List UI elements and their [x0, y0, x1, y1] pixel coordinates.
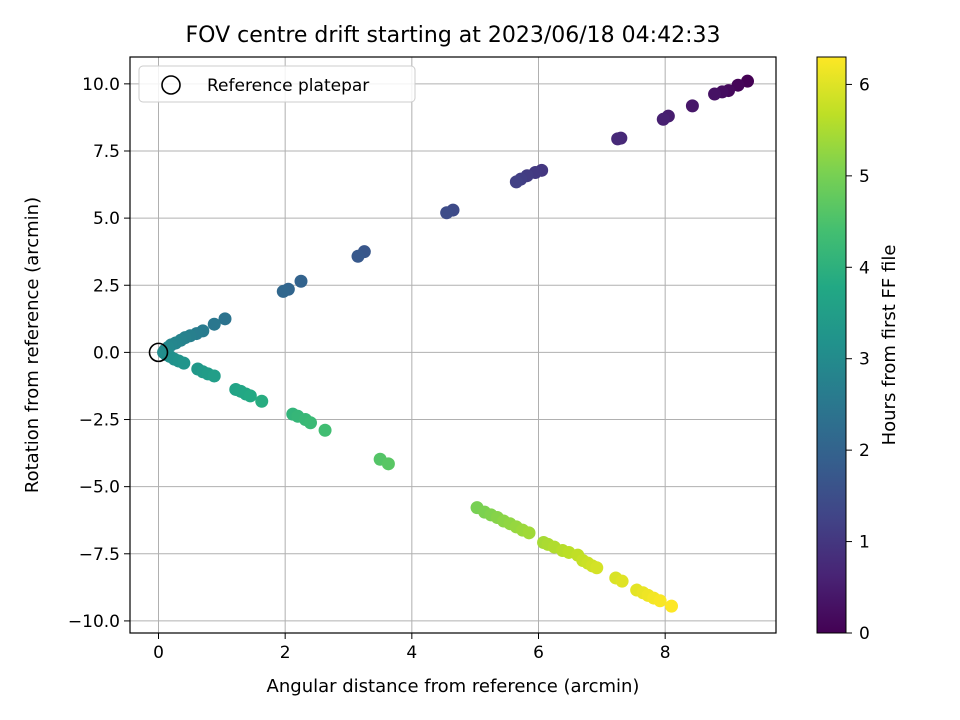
x-tick-label: 6 — [533, 643, 544, 663]
data-point — [522, 526, 536, 540]
grid-lines — [130, 57, 776, 633]
data-point — [255, 394, 269, 408]
data-point — [207, 369, 221, 383]
data-points — [157, 74, 754, 613]
data-point — [590, 561, 604, 575]
colorbar-tick-label: 0 — [859, 624, 870, 644]
data-point — [207, 317, 221, 331]
y-axis-ticks: −10.0 −7.5 −5.0 −2.5 0.0 2.5 5.0 7.5 10.0 — [68, 75, 130, 632]
y-tick-label: −2.5 — [79, 411, 120, 431]
data-point — [708, 87, 722, 101]
data-point — [440, 206, 454, 220]
x-tick-label: 8 — [660, 643, 671, 663]
y-tick-label: −5.0 — [79, 478, 120, 498]
colorbar — [816, 56, 847, 634]
y-tick-label: 2.5 — [93, 276, 120, 296]
data-point — [304, 416, 317, 430]
x-axis-label: Angular distance from reference (arcmin) — [267, 676, 640, 697]
colorbar-tick-label: 6 — [859, 75, 870, 95]
data-point — [351, 249, 365, 263]
data-point — [177, 356, 191, 370]
data-point — [653, 594, 667, 608]
y-tick-label: 5.0 — [93, 209, 120, 229]
data-point — [656, 112, 670, 126]
colorbar-label: Hours from first FF file — [879, 245, 900, 446]
chart-title: FOV centre drift starting at 2023/06/18 … — [186, 23, 721, 48]
colorbar-tick-label: 1 — [859, 533, 870, 553]
legend-label: Reference platepar — [207, 76, 369, 96]
data-point — [731, 78, 745, 92]
reference-platepar-marker — [148, 342, 169, 363]
y-tick-label: 7.5 — [93, 142, 120, 162]
data-point — [294, 274, 308, 288]
data-point — [665, 599, 678, 613]
colorbar-tick-label: 3 — [859, 350, 870, 370]
colorbar-tick-label: 4 — [859, 258, 870, 278]
data-point — [381, 457, 395, 471]
legend: Reference platepar — [138, 65, 416, 103]
data-point — [611, 132, 625, 146]
y-tick-label: −10.0 — [68, 612, 120, 632]
data-point — [276, 284, 290, 298]
data-point — [509, 175, 523, 189]
x-tick-label: 0 — [153, 643, 164, 663]
y-tick-label: 0.0 — [93, 343, 120, 363]
y-tick-label: 10.0 — [82, 75, 120, 95]
colorbar-ticks: 0 1 2 3 4 5 6 — [846, 75, 870, 644]
plot-frame — [129, 56, 777, 634]
y-tick-label: −7.5 — [79, 545, 120, 565]
colorbar-tick-label: 2 — [859, 441, 870, 461]
data-point — [615, 574, 629, 588]
data-point — [685, 99, 699, 113]
x-axis-ticks: 0 2 4 6 8 — [153, 633, 671, 663]
data-point — [243, 389, 257, 403]
data-point — [218, 312, 232, 326]
legend-marker-circle-icon — [161, 75, 181, 95]
x-tick-label: 4 — [406, 643, 417, 663]
legend-box — [138, 65, 416, 103]
colorbar-tick-label: 5 — [859, 167, 870, 187]
x-tick-label: 2 — [280, 643, 291, 663]
y-axis-label: Rotation from reference (arcmin) — [22, 197, 43, 493]
data-point — [318, 423, 332, 437]
